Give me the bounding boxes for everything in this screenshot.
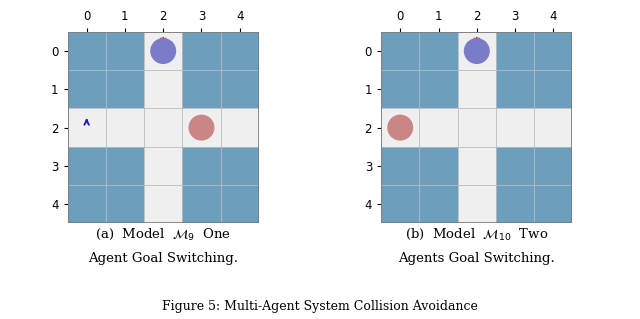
Bar: [381, 185, 419, 223]
Bar: [381, 32, 419, 70]
Bar: [106, 70, 144, 108]
Bar: [419, 70, 458, 108]
Text: Agent Goal Switching.: Agent Goal Switching.: [88, 252, 238, 265]
Bar: [496, 185, 534, 223]
Bar: [496, 70, 534, 108]
Bar: [221, 185, 259, 223]
Bar: [534, 185, 573, 223]
Bar: [106, 32, 144, 70]
Point: [472, 48, 482, 54]
Text: Figure 5: Multi-Agent System Collision Avoidance: Figure 5: Multi-Agent System Collision A…: [162, 300, 478, 313]
Bar: [534, 32, 573, 70]
Bar: [221, 32, 259, 70]
Bar: [182, 185, 221, 223]
Bar: [182, 32, 221, 70]
Bar: [496, 147, 534, 185]
Bar: [221, 70, 259, 108]
Text: Agents Goal Switching.: Agents Goal Switching.: [399, 252, 555, 265]
Point: [158, 48, 168, 54]
Bar: [534, 70, 573, 108]
Point: [395, 125, 405, 130]
Bar: [182, 70, 221, 108]
Bar: [67, 147, 106, 185]
Bar: [221, 147, 259, 185]
Bar: [106, 147, 144, 185]
Bar: [67, 185, 106, 223]
Point: [196, 125, 207, 130]
Text: (a)  Model  $\mathcal{M}_9$  One: (a) Model $\mathcal{M}_9$ One: [95, 227, 231, 242]
Bar: [106, 185, 144, 223]
Bar: [381, 147, 419, 185]
Bar: [381, 70, 419, 108]
Bar: [534, 147, 573, 185]
Bar: [419, 32, 458, 70]
Bar: [419, 185, 458, 223]
Bar: [496, 32, 534, 70]
Bar: [67, 32, 106, 70]
Bar: [182, 147, 221, 185]
Bar: [419, 147, 458, 185]
Bar: [67, 70, 106, 108]
Text: (b)  Model  $\mathcal{M}_{10}$  Two: (b) Model $\mathcal{M}_{10}$ Two: [405, 227, 548, 242]
